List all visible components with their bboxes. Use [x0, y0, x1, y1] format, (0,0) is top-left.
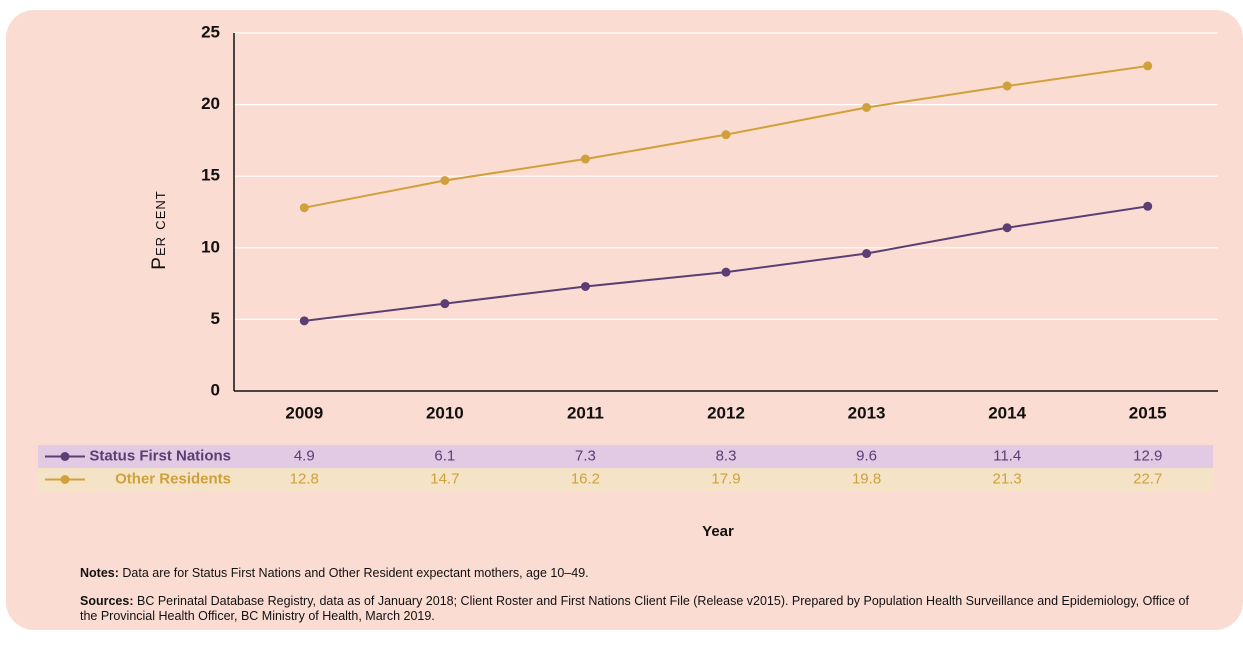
table-value: 12.8	[290, 470, 319, 487]
y-tick-label: 0	[211, 380, 220, 399]
data-point	[440, 299, 450, 309]
notes-label: Notes:	[80, 566, 119, 580]
data-point	[721, 267, 731, 277]
notes: Notes: Data are for Status First Nations…	[80, 566, 1200, 581]
y-axis-label: Per cent	[149, 190, 170, 269]
table-value: 9.6	[856, 447, 877, 464]
data-point	[1002, 81, 1012, 91]
x-tick-label: 2015	[1129, 403, 1167, 422]
table-value: 8.3	[716, 447, 737, 464]
data-point	[1143, 201, 1153, 211]
x-tick-label: 2013	[848, 403, 886, 422]
data-point	[580, 281, 590, 291]
table-value: 12.9	[1133, 447, 1162, 464]
notes-text: Data are for Status First Nations and Ot…	[122, 566, 589, 580]
table-value: 4.9	[294, 447, 315, 464]
y-tick-label: 15	[201, 166, 220, 185]
data-point	[862, 102, 872, 112]
data-point	[721, 130, 731, 140]
legend-marker	[60, 475, 70, 484]
table-value: 6.1	[434, 447, 455, 464]
x-tick-label: 2009	[285, 403, 323, 422]
series-line	[304, 205, 1148, 322]
table-row	[38, 445, 1213, 468]
table-value: 11.4	[993, 447, 1021, 464]
data-point	[440, 175, 450, 185]
sources: Sources: BC Perinatal Database Registry,…	[80, 594, 1200, 624]
y-tick-label: 5	[211, 309, 220, 328]
table-value: 19.8	[852, 470, 881, 487]
x-tick-label: 2011	[567, 403, 604, 422]
x-tick-label: 2010	[426, 403, 464, 422]
data-point	[862, 249, 872, 259]
table-value: 16.2	[571, 470, 600, 487]
sources-label: Sources:	[80, 594, 134, 608]
x-tick-label: 2014	[988, 403, 1026, 422]
data-point	[299, 316, 309, 326]
x-axis-label: Year	[702, 523, 734, 540]
data-point	[1002, 223, 1012, 233]
data-point	[299, 203, 309, 213]
data-point	[580, 154, 590, 164]
table-row	[38, 468, 1213, 491]
y-tick-label: 10	[201, 237, 220, 256]
legend-label: Status First Nations	[89, 447, 231, 464]
y-tick-label: 25	[201, 22, 220, 41]
y-tick-label: 20	[201, 94, 220, 113]
table-value: 17.9	[711, 470, 740, 487]
table-value: 14.7	[430, 470, 459, 487]
data-point	[1143, 61, 1153, 71]
table-value: 22.7	[1133, 470, 1162, 487]
legend-label: Other Residents	[115, 470, 231, 487]
legend-marker	[60, 452, 70, 461]
table-value: 21.3	[993, 470, 1022, 487]
x-tick-label: 2012	[707, 403, 745, 422]
table-value: 7.3	[575, 447, 596, 464]
sources-text: BC Perinatal Database Registry, data as …	[80, 594, 1189, 623]
